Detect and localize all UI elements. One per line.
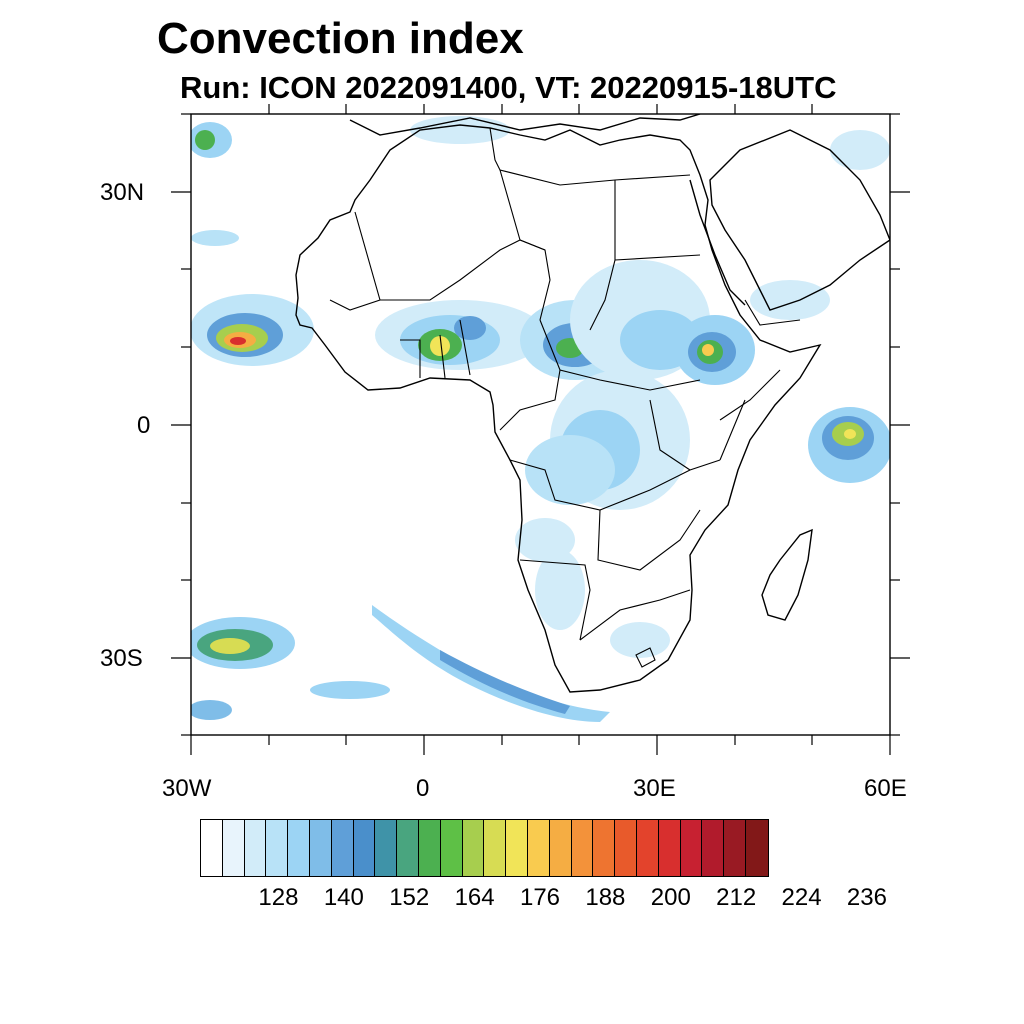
- colorbar-label: 200: [650, 884, 691, 911]
- colorbar-swatch: [527, 820, 550, 876]
- lon-label-0: 0: [416, 775, 430, 802]
- map-frame: [190, 113, 891, 736]
- colorbar-swatch: [680, 820, 703, 876]
- colorbar-swatch: [288, 820, 310, 876]
- colorbar-labels: 128 140 152 164 176 188 200 212 224 236: [0, 884, 1024, 914]
- colorbar-swatch: [266, 820, 289, 876]
- convection-area: [410, 116, 510, 144]
- convection-shading: [191, 116, 890, 722]
- colorbar-label: 188: [585, 884, 626, 911]
- convection-area: [210, 638, 250, 654]
- colorbar-swatch: [506, 820, 528, 876]
- colorbar-swatch: [745, 820, 768, 876]
- coastlines: [295, 114, 890, 693]
- lon-label-30w: 30W: [162, 775, 212, 802]
- lat-label-30n: 30N: [100, 179, 145, 206]
- colorbar-label: 176: [519, 884, 561, 911]
- lat-label-30s: 30S: [100, 645, 143, 672]
- convection-area: [230, 337, 246, 345]
- colorbar-label: 224: [781, 884, 822, 911]
- colorbar-swatch: [636, 820, 659, 876]
- convection-area: [702, 344, 714, 356]
- convection-area: [750, 280, 830, 320]
- chart-subtitle: Run: ICON 2022091400, VT: 20220915-18UTC: [180, 70, 837, 105]
- colorbar-swatch: [222, 820, 245, 876]
- colorbar-swatch: [331, 820, 354, 876]
- chart-title: Convection index: [157, 14, 524, 63]
- convection-area: [454, 316, 486, 340]
- convection-area: [310, 681, 390, 699]
- africa-coastline: [295, 124, 822, 693]
- colorbar-swatch: [593, 820, 616, 876]
- lon-label-60e: 60E: [864, 775, 907, 802]
- country-borders: [329, 127, 801, 668]
- colorbar-label: 212: [716, 884, 757, 911]
- convection-area: [535, 550, 585, 630]
- convection-area: [830, 130, 890, 170]
- convection-area: [191, 700, 232, 720]
- colorbar-swatch: [702, 820, 725, 876]
- convection-area: [191, 230, 239, 246]
- colorbar-swatch: [549, 820, 572, 876]
- colorbar: [200, 819, 769, 877]
- convection-area: [844, 429, 856, 439]
- convection-area: [430, 336, 450, 356]
- colorbar-swatch: [615, 820, 637, 876]
- colorbar-swatch: [244, 820, 267, 876]
- axis-ticks: [171, 104, 910, 755]
- convection-area: [525, 435, 615, 505]
- colorbar-swatch: [658, 820, 681, 876]
- red-sea: [689, 179, 746, 306]
- colorbar-swatch: [397, 820, 419, 876]
- arabia-coastline: [709, 129, 890, 311]
- colorbar-label: 140: [323, 884, 364, 911]
- colorbar-label: 164: [454, 884, 495, 911]
- lat-label-0: 0: [137, 412, 151, 439]
- colorbar-swatch: [309, 820, 332, 876]
- convection-area: [372, 605, 610, 722]
- colorbar-swatch: [418, 820, 441, 876]
- colorbar-swatch: [375, 820, 398, 876]
- colorbar-swatch: [462, 820, 485, 876]
- europe-coastline: [349, 114, 701, 136]
- colorbar-swatch: [724, 820, 746, 876]
- colorbar-swatch: [353, 820, 376, 876]
- colorbar-label: 152: [389, 884, 430, 911]
- lon-label-30e: 30E: [633, 775, 676, 802]
- colorbar-swatch: [484, 820, 507, 876]
- colorbar-swatch: [440, 820, 463, 876]
- colorbar-label: 236: [846, 884, 887, 911]
- convection-area: [440, 650, 570, 714]
- convection-area: [195, 130, 215, 150]
- colorbar-label: 128: [258, 884, 299, 911]
- madagascar-coastline: [761, 528, 813, 621]
- colorbar-swatch: [201, 820, 223, 876]
- convection-area: [610, 622, 670, 658]
- colorbar-swatch: [571, 820, 594, 876]
